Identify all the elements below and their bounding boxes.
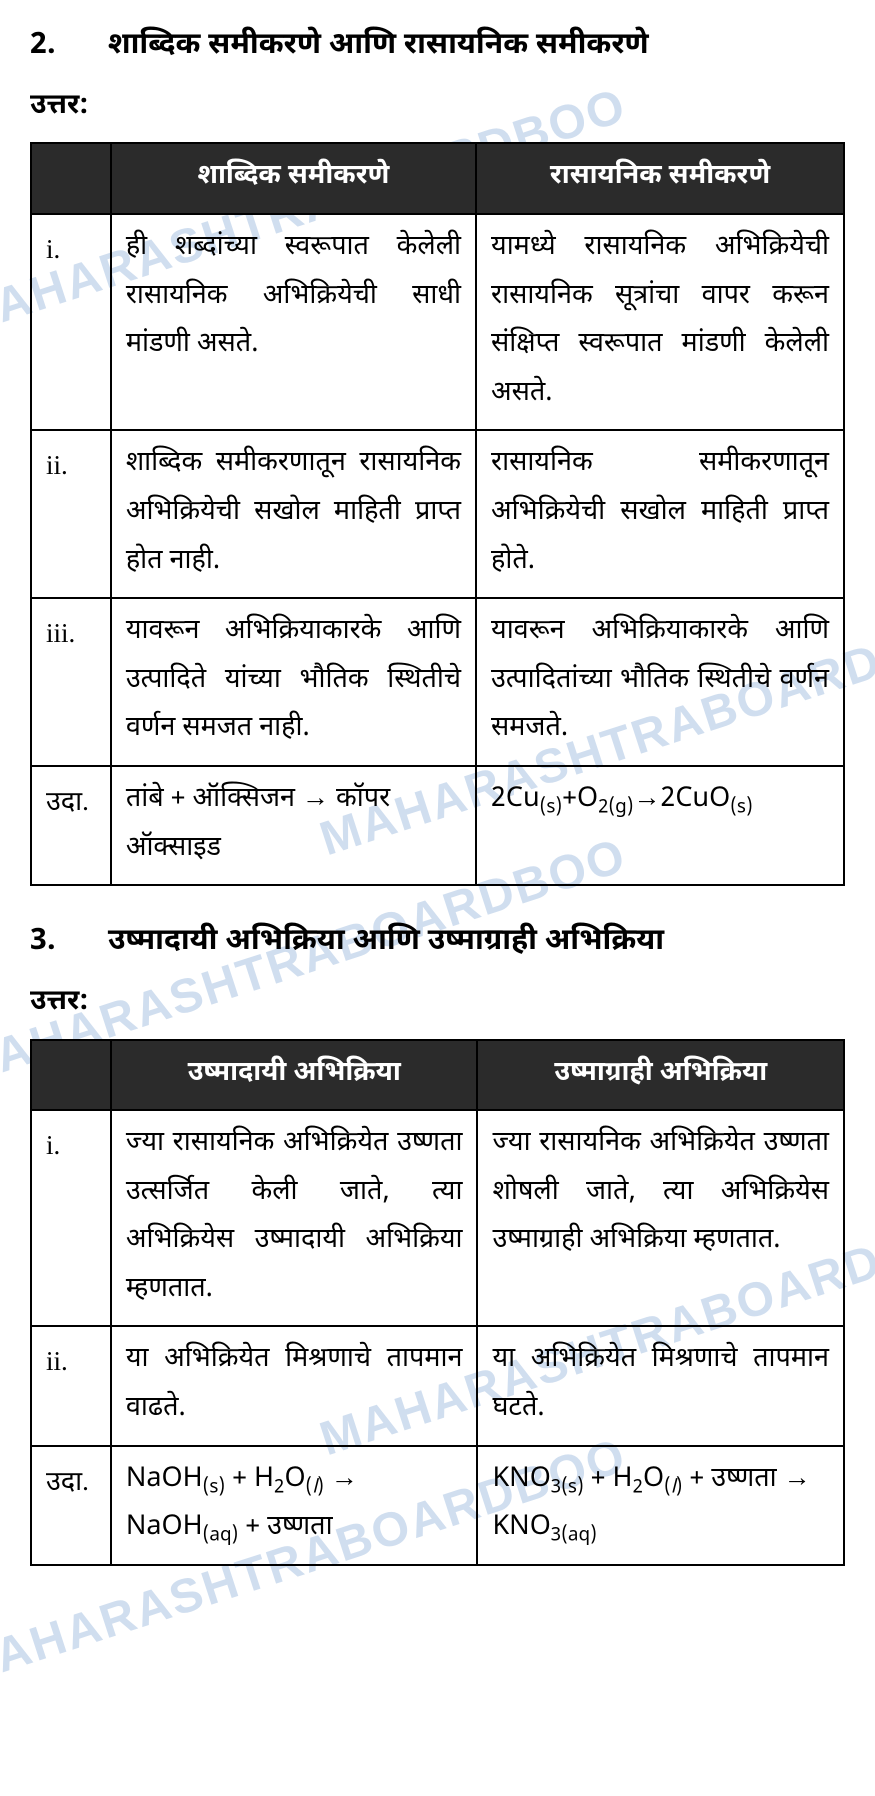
q3-answer-label: उत्तर: xyxy=(30,978,845,1028)
cell: यावरून अभिक्रियाकारके आणि उत्पादिते यांच… xyxy=(111,598,476,766)
table-row: उदा. NaOH(s) + H2O(l) → NaOH(aq) + उष्णत… xyxy=(31,1446,844,1565)
cell: रासायनिक समीकरणातून अभिक्रियेची सखोल माह… xyxy=(476,430,844,598)
q3-header-col2: उष्माग्राही अभिक्रिया xyxy=(477,1040,844,1111)
cell-formula: 2Cu(s)+O2(g)→2CuO(s) xyxy=(476,766,844,885)
q3-header-blank xyxy=(31,1040,111,1111)
q3-title-text: उष्मादायी अभिक्रिया आणि उष्माग्राही अभिक… xyxy=(108,923,664,962)
q3-table: उष्मादायी अभिक्रिया उष्माग्राही अभिक्रिय… xyxy=(30,1039,845,1566)
table-row: ii. या अभिक्रियेत मिश्रणाचे तापमान वाढते… xyxy=(31,1326,844,1445)
row-index: ii. xyxy=(31,1326,111,1445)
q2-answer-label: उत्तर: xyxy=(30,82,845,132)
q3-number: 3. xyxy=(30,916,100,970)
cell: ज्या रासायनिक अभिक्रियेत उष्णता उत्सर्जि… xyxy=(111,1110,478,1326)
cell: या अभिक्रियेत मिश्रणाचे तापमान वाढते. xyxy=(111,1326,478,1445)
cell: ज्या रासायनिक अभिक्रियेत उष्णता शोषली जा… xyxy=(477,1110,844,1326)
cell: शाब्दिक समीकरणातून रासायनिक अभिक्रियेची … xyxy=(111,430,476,598)
cell-formula: KNO3(s) + H2O(l) + उष्णता → KNO3(aq) xyxy=(477,1446,844,1565)
table-row: ii. शाब्दिक समीकरणातून रासायनिक अभिक्रिय… xyxy=(31,430,844,598)
q2-header-row: शाब्दिक समीकरणे रासायनिक समीकरणे xyxy=(31,143,844,214)
q2-title: 2. शाब्दिक समीकरणे आणि रासायनिक समीकरणे xyxy=(30,20,845,74)
row-index: i. xyxy=(31,214,111,430)
row-index: i. xyxy=(31,1110,111,1326)
q2-header-col1: शाब्दिक समीकरणे xyxy=(111,143,476,214)
cell: या अभिक्रियेत मिश्रणाचे तापमान घटते. xyxy=(477,1326,844,1445)
table-row: iii. यावरून अभिक्रियाकारके आणि उत्पादिते… xyxy=(31,598,844,766)
q3-header-row: उष्मादायी अभिक्रिया उष्माग्राही अभिक्रिय… xyxy=(31,1040,844,1111)
q3-title: 3. उष्मादायी अभिक्रिया आणि उष्माग्राही अ… xyxy=(30,916,845,970)
cell-formula: NaOH(s) + H2O(l) → NaOH(aq) + उष्णता xyxy=(111,1446,478,1565)
q2-header-blank xyxy=(31,143,111,214)
q2-table: शाब्दिक समीकरणे रासायनिक समीकरणे i. ही श… xyxy=(30,142,845,886)
document-content: 2. शाब्दिक समीकरणे आणि रासायनिक समीकरणे … xyxy=(30,20,845,1566)
row-index: iii. xyxy=(31,598,111,766)
q2-title-text: शाब्दिक समीकरणे आणि रासायनिक समीकरणे xyxy=(108,27,649,66)
row-index: उदा. xyxy=(31,766,111,885)
row-index: ii. xyxy=(31,430,111,598)
q2-number: 2. xyxy=(30,20,100,74)
q3-header-col1: उष्मादायी अभिक्रिया xyxy=(111,1040,478,1111)
cell: यावरून अभिक्रियाकारके आणि उत्पादितांच्या… xyxy=(476,598,844,766)
row-index: उदा. xyxy=(31,1446,111,1565)
table-row: i. ही शब्दांच्या स्वरूपात केलेली रासायनि… xyxy=(31,214,844,430)
cell: तांबे + ऑक्सिजन → कॉपर ऑक्साइड xyxy=(111,766,476,885)
cell: ही शब्दांच्या स्वरूपात केलेली रासायनिक अ… xyxy=(111,214,476,430)
table-row: उदा. तांबे + ऑक्सिजन → कॉपर ऑक्साइड 2Cu(… xyxy=(31,766,844,885)
q2-header-col2: रासायनिक समीकरणे xyxy=(476,143,844,214)
cell: यामध्ये रासायनिक अभिक्रियेची रासायनिक सू… xyxy=(476,214,844,430)
table-row: i. ज्या रासायनिक अभिक्रियेत उष्णता उत्सर… xyxy=(31,1110,844,1326)
